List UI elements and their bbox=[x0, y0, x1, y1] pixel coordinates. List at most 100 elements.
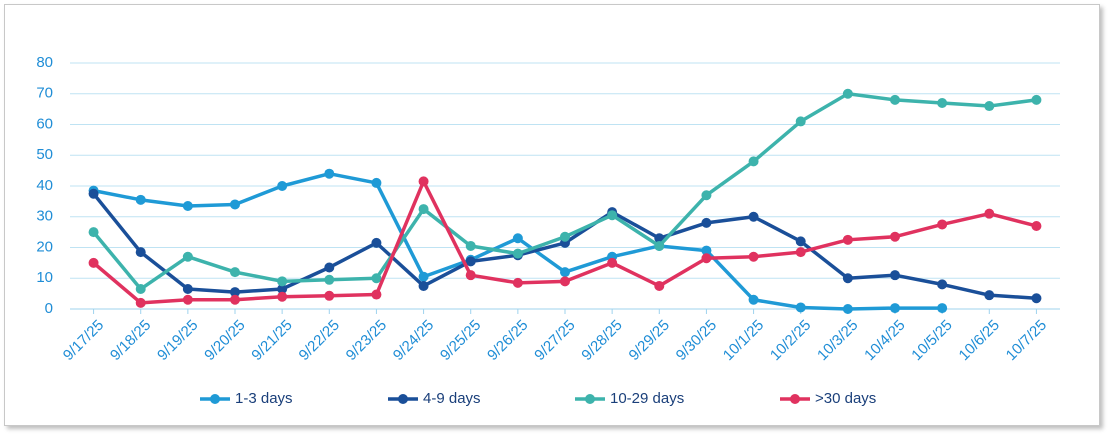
data-point bbox=[371, 289, 382, 300]
data-point bbox=[182, 251, 193, 262]
x-tick-label: 9/28/25 bbox=[578, 317, 625, 364]
x-tick-label: 9/29/25 bbox=[626, 317, 673, 364]
x-tick-label: 9/21/25 bbox=[248, 317, 295, 364]
data-point bbox=[324, 262, 335, 273]
legend-label: 1-3 days bbox=[235, 390, 293, 407]
y-tick-label: 20 bbox=[36, 238, 53, 255]
data-point bbox=[795, 247, 806, 258]
data-point bbox=[560, 276, 570, 287]
y-tick-label: 70 bbox=[36, 85, 53, 102]
data-point bbox=[748, 294, 759, 305]
data-point bbox=[418, 280, 429, 291]
x-tick-label: 9/17/25 bbox=[60, 317, 107, 364]
data-point bbox=[937, 279, 948, 290]
data-point bbox=[418, 176, 429, 187]
data-point bbox=[230, 287, 240, 298]
y-tick-label: 10 bbox=[36, 269, 53, 286]
data-point bbox=[465, 256, 476, 267]
data-point bbox=[890, 270, 900, 281]
x-tick-label: 10/7/25 bbox=[1003, 317, 1050, 364]
data-point bbox=[607, 257, 618, 268]
data-point bbox=[465, 240, 476, 251]
x-tick-label: 9/26/25 bbox=[484, 317, 531, 364]
data-point bbox=[371, 177, 382, 188]
data-point bbox=[795, 236, 806, 247]
data-point bbox=[795, 302, 806, 313]
y-tick-label: 30 bbox=[36, 208, 53, 225]
data-point bbox=[512, 233, 523, 244]
data-point bbox=[324, 290, 335, 301]
data-point bbox=[1031, 220, 1042, 231]
y-tick-label: 50 bbox=[36, 146, 53, 163]
data-point bbox=[984, 208, 995, 219]
legend-marker bbox=[790, 394, 800, 404]
data-point bbox=[1031, 293, 1042, 304]
data-point bbox=[560, 267, 570, 278]
x-tick-label: 10/6/25 bbox=[956, 317, 1003, 364]
data-point bbox=[937, 219, 948, 230]
data-point bbox=[512, 248, 523, 259]
data-point bbox=[842, 234, 853, 245]
x-tick-label: 9/20/25 bbox=[201, 317, 248, 364]
data-point bbox=[701, 190, 712, 201]
x-tick-label: 10/4/25 bbox=[861, 317, 908, 364]
data-point bbox=[230, 294, 240, 305]
data-point bbox=[701, 245, 712, 256]
data-point bbox=[182, 200, 193, 211]
data-point bbox=[795, 116, 806, 127]
data-point bbox=[607, 210, 618, 221]
data-point bbox=[1031, 94, 1042, 105]
data-point bbox=[277, 284, 288, 295]
series-line bbox=[92, 92, 1037, 291]
x-tick-label: 9/23/25 bbox=[343, 317, 390, 364]
x-tick-label: 10/5/25 bbox=[908, 317, 955, 364]
data-point bbox=[842, 273, 853, 284]
data-point bbox=[748, 251, 759, 262]
data-point bbox=[701, 253, 712, 264]
data-point bbox=[937, 303, 948, 314]
data-point bbox=[890, 94, 900, 105]
data-point bbox=[277, 181, 288, 191]
data-point bbox=[465, 270, 476, 281]
data-point bbox=[135, 194, 146, 205]
x-tick-label: 9/22/25 bbox=[296, 317, 343, 364]
x-tick-label: 9/24/25 bbox=[390, 317, 437, 364]
x-tick-label: 9/25/25 bbox=[437, 317, 484, 364]
data-point bbox=[88, 188, 99, 199]
data-point bbox=[135, 247, 146, 258]
legend-marker bbox=[398, 394, 408, 404]
data-point bbox=[371, 273, 382, 284]
x-tick-label: 10/3/25 bbox=[814, 317, 861, 364]
data-point bbox=[748, 211, 759, 222]
data-point bbox=[842, 304, 853, 314]
data-point bbox=[230, 267, 240, 278]
y-tick-label: 60 bbox=[36, 115, 53, 132]
data-point bbox=[418, 204, 429, 215]
data-point bbox=[984, 101, 995, 112]
data-point bbox=[654, 240, 665, 251]
legend-label: >30 days bbox=[815, 390, 876, 407]
data-point bbox=[230, 199, 240, 210]
data-point bbox=[937, 97, 948, 108]
data-point bbox=[324, 274, 335, 285]
chart-frame bbox=[4, 4, 1100, 426]
data-point bbox=[182, 284, 193, 295]
data-point bbox=[701, 217, 712, 228]
data-point bbox=[88, 227, 99, 238]
y-tick-label: 0 bbox=[45, 300, 53, 317]
x-tick-label: 9/30/25 bbox=[673, 317, 720, 364]
data-point bbox=[890, 231, 900, 242]
data-point bbox=[324, 168, 335, 179]
data-point bbox=[984, 290, 995, 301]
legend-marker bbox=[585, 394, 595, 404]
x-tick-label: 10/2/25 bbox=[767, 317, 814, 364]
data-point bbox=[890, 303, 900, 314]
data-point bbox=[654, 280, 665, 291]
data-point bbox=[277, 276, 288, 287]
data-point bbox=[842, 88, 853, 99]
data-point bbox=[135, 297, 146, 308]
y-tick-label: 40 bbox=[36, 177, 53, 194]
legend-label: 4-9 days bbox=[423, 390, 481, 407]
x-tick-label: 9/19/25 bbox=[154, 317, 201, 364]
